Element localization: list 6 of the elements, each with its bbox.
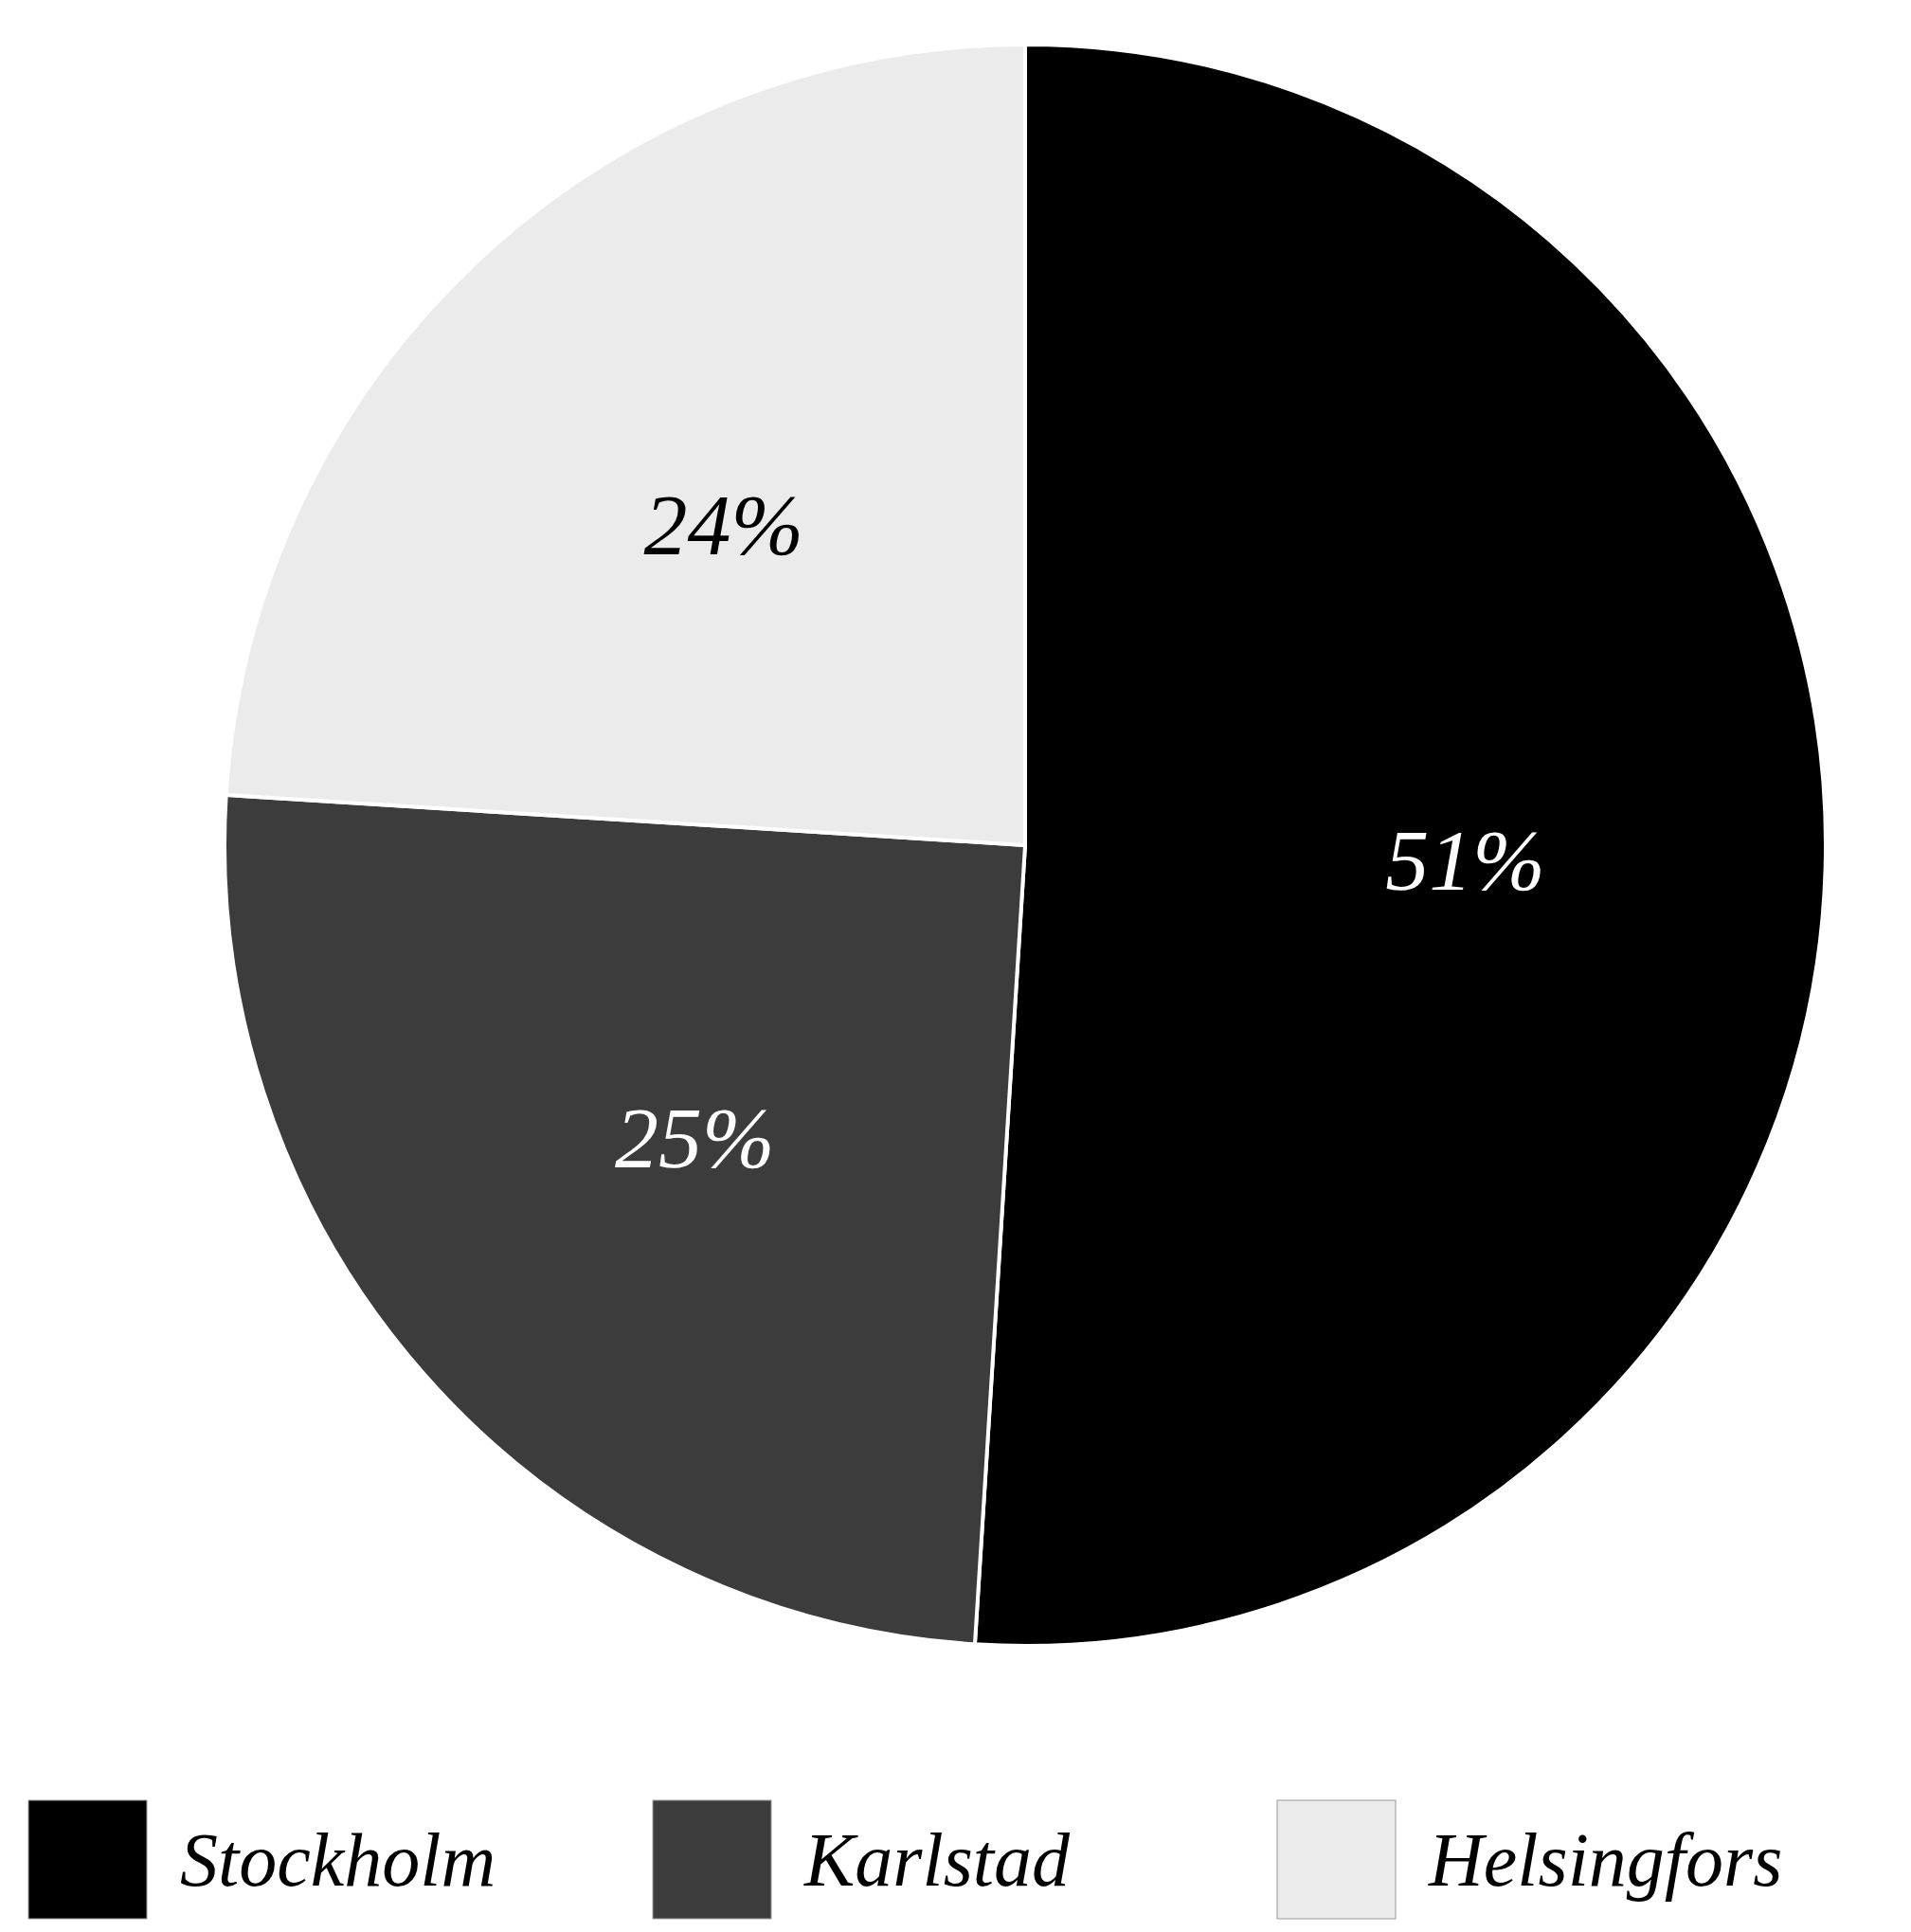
- legend-label: Stockholm: [180, 1818, 496, 1902]
- data-label: 24%: [643, 477, 804, 574]
- legend-label: Helsingfors: [1428, 1818, 1783, 1902]
- legend-label: Karlstad: [803, 1818, 1072, 1902]
- data-label: 25%: [615, 1089, 775, 1186]
- data-label: 51%: [1385, 811, 1545, 909]
